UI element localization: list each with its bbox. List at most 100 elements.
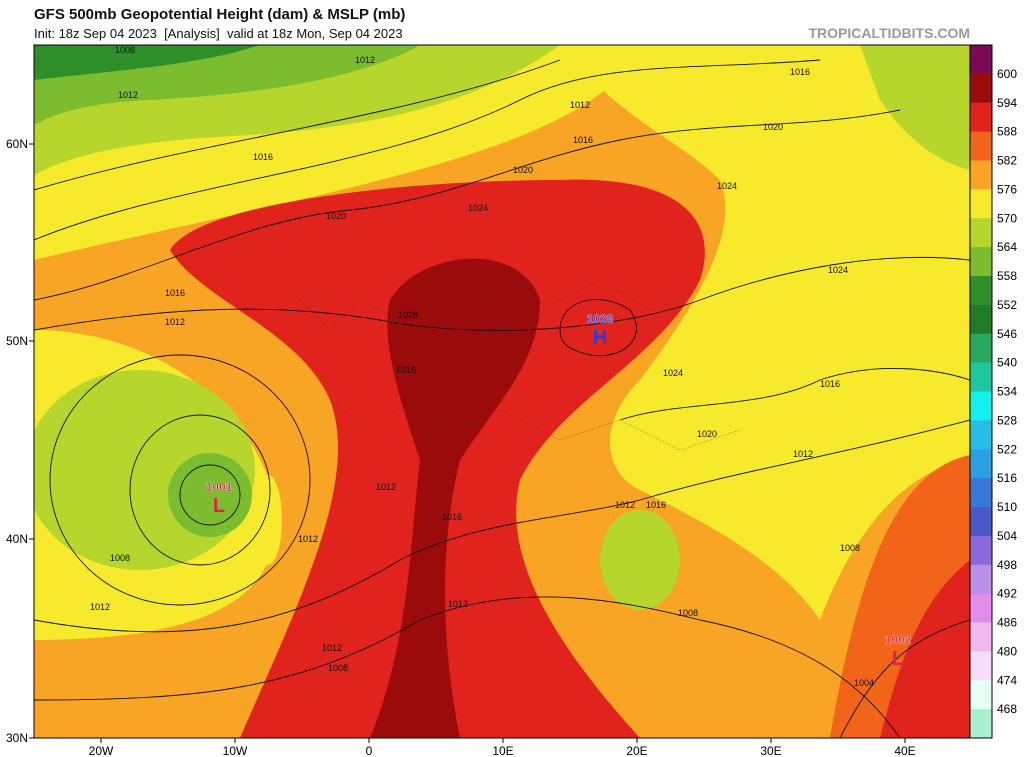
colorbar-swatch <box>970 247 992 277</box>
lat-label: 30N <box>6 731 28 745</box>
pressure-center-value: 1002 <box>885 633 912 647</box>
isobar-label: 1012 <box>448 599 468 609</box>
map-field <box>34 45 970 738</box>
colorbar-swatch <box>970 622 992 652</box>
colorbar-swatch <box>970 333 992 364</box>
lon-label: 40E <box>894 744 915 757</box>
colorbar-swatch <box>970 420 992 450</box>
colorbar-label: 588 <box>997 125 1017 139</box>
isobar-label: 1020 <box>513 165 533 175</box>
colorbar-swatch <box>970 160 992 190</box>
isobar-label: 1012 <box>793 449 813 459</box>
lon-label: 0 <box>366 744 373 757</box>
colorbar-label: 564 <box>997 240 1017 254</box>
colorbar-label: 540 <box>997 356 1017 370</box>
isobar-label: 1028 <box>398 310 418 320</box>
colorbar-frame <box>969 44 993 739</box>
isobar-label: 1016 <box>253 152 273 162</box>
lon-label: 30E <box>760 744 781 757</box>
colorbar-swatch <box>970 73 992 104</box>
isobar-label: 1012 <box>165 317 185 327</box>
lon-label: 20W <box>89 744 114 757</box>
colorbar-swatch <box>970 102 992 133</box>
isobar-label: 1016 <box>573 135 593 145</box>
isobar-label: 1016 <box>790 67 810 77</box>
colorbar-label: 498 <box>997 558 1017 572</box>
isobar-label: 1016 <box>165 288 185 298</box>
isobar-label: 1012 <box>298 534 318 544</box>
colorbar-label: 468 <box>997 702 1017 716</box>
isobar-label: 1012 <box>118 90 138 100</box>
colorbar-swatch <box>970 131 992 161</box>
isobar-label: 1016 <box>396 365 416 375</box>
colorbar-label: 534 <box>997 385 1017 399</box>
colorbar-swatch <box>970 276 992 306</box>
isobar-label: 1024 <box>828 265 848 275</box>
pressure-center-symbol: L <box>892 648 904 670</box>
colorbar-swatch <box>970 45 992 75</box>
subtitle: Init: 18z Sep 04 2023 [Analysis] valid a… <box>34 26 403 41</box>
colorbar-swatch <box>970 478 992 508</box>
source: TROPICALTIDBITS.COM <box>808 25 970 41</box>
isobar-label: 1012 <box>570 100 590 110</box>
isobar-label: 1004 <box>854 678 874 688</box>
isobar-label: 1008 <box>110 553 130 563</box>
colorbar-label: 576 <box>997 182 1017 196</box>
isobar-label: 1012 <box>322 643 342 653</box>
colorbar-swatch <box>970 189 992 219</box>
colorbar-label: 516 <box>997 471 1017 485</box>
pressure-center-symbol: L <box>213 495 225 517</box>
colorbar-label: 582 <box>997 154 1017 168</box>
lon-label: 10E <box>492 744 513 757</box>
colorbar-swatch <box>970 593 992 623</box>
lon-label: 20E <box>626 744 647 757</box>
colorbar-label: 552 <box>997 298 1017 312</box>
lat-label: 50N <box>6 334 28 348</box>
isobar-label: 1016 <box>820 379 840 389</box>
isobar-label: 1012 <box>355 55 375 65</box>
colorbar-label: 492 <box>997 587 1017 601</box>
colorbar-swatch <box>970 391 992 421</box>
isobar-label: 1012 <box>615 500 635 510</box>
isobar-label: 1008 <box>328 663 348 673</box>
pressure-center-value: 1028 <box>587 312 614 326</box>
isobar-label: 1016 <box>442 512 462 522</box>
isobar-label: 1012 <box>90 602 110 612</box>
title: GFS 500mb Geopotential Height (dam) & MS… <box>34 6 405 23</box>
lat-label: 60N <box>6 137 28 151</box>
colorbar-label: 594 <box>997 96 1017 110</box>
colorbar-label: 546 <box>997 327 1017 341</box>
colorbar-swatch <box>970 507 992 537</box>
colorbar-label: 522 <box>997 442 1017 456</box>
isobar-label: 1020 <box>697 429 717 439</box>
isobar-label: 1012 <box>376 482 396 492</box>
colorbar-label: 480 <box>997 644 1017 658</box>
colorbar-label: 486 <box>997 616 1017 630</box>
isobar-label: 1008 <box>678 608 698 618</box>
colorbar-swatch <box>970 651 992 681</box>
colorbar-swatch <box>970 564 992 595</box>
isobar-label: 1020 <box>763 122 783 132</box>
pressure-center-value: 1001 <box>206 480 233 494</box>
colorbar-swatch <box>970 709 992 739</box>
lat-label: 40N <box>6 532 28 546</box>
colorbar-label: 570 <box>997 211 1017 225</box>
isobar-label: 1024 <box>717 181 737 191</box>
lon-label: 10W <box>223 744 248 757</box>
colorbar-swatch <box>970 304 992 335</box>
colorbar-swatch <box>970 218 992 248</box>
colorbar-label: 504 <box>997 529 1017 543</box>
colorbar-swatch <box>970 449 992 479</box>
pressure-center-symbol: H <box>593 327 607 349</box>
colorbar-label: 558 <box>997 269 1017 283</box>
isobar-label: 1008 <box>840 543 860 553</box>
isobar-label: 1016 <box>646 500 666 510</box>
colorbar-label: 510 <box>997 500 1017 514</box>
isobar-label: 1020 <box>326 211 346 221</box>
colorbar-label: 474 <box>997 673 1017 687</box>
colorbar-swatch <box>970 535 992 566</box>
isobars <box>34 59 970 738</box>
isobar-label: 1024 <box>663 368 683 378</box>
isobar-label: 1024 <box>468 203 488 213</box>
